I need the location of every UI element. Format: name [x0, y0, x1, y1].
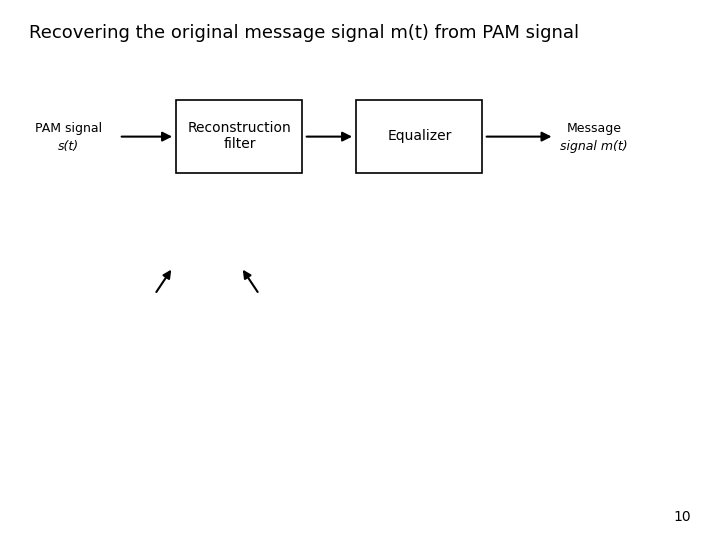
- Text: 10: 10: [674, 510, 691, 524]
- Text: signal m(t): signal m(t): [560, 140, 628, 153]
- Text: Equalizer: Equalizer: [387, 130, 451, 143]
- Text: Recovering the original message signal m(t) from PAM signal: Recovering the original message signal m…: [29, 24, 579, 42]
- Text: s(t): s(t): [58, 140, 79, 153]
- Bar: [356, 100, 482, 173]
- Text: PAM signal: PAM signal: [35, 122, 102, 135]
- Bar: [176, 100, 302, 173]
- Text: Message: Message: [567, 122, 621, 135]
- Text: Reconstruction
filter: Reconstruction filter: [187, 122, 292, 151]
